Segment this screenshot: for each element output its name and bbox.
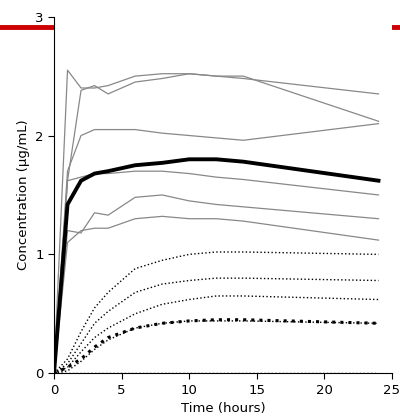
X-axis label: Time (hours): Time (hours)	[181, 402, 265, 415]
Text: Medscape®    www.medscape.com: Medscape® www.medscape.com	[9, 4, 239, 17]
Y-axis label: Concentration (µg/mL): Concentration (µg/mL)	[16, 120, 30, 270]
